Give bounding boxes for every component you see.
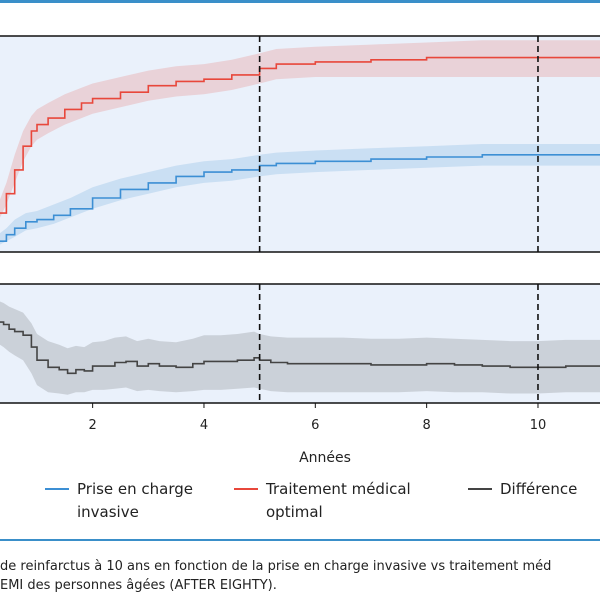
panel-bottom-background (0, 283, 600, 404)
legend-item-invasive: Prise en charge invasive (45, 480, 193, 521)
legend-label: Traitement médical (265, 480, 411, 498)
top-rule (0, 0, 600, 3)
legend-item-medical: Traitement médical optimal (234, 480, 411, 521)
difference-series-line (0, 321, 600, 375)
x-tick-label: 8 (423, 418, 431, 433)
legend-item-difference: Différence (468, 480, 577, 498)
panel-top-background (0, 35, 600, 253)
panel-top (0, 35, 600, 253)
legend: Prise en charge invasive Traitement médica… (45, 480, 577, 521)
medical-series-line (0, 56, 600, 214)
legend-label: Différence (500, 480, 577, 498)
x-tick-label: 4 (200, 418, 208, 433)
difference-confidence-band (0, 301, 600, 395)
legend-label: optimal (266, 503, 323, 521)
panel-bottom (0, 283, 600, 404)
x-tick-label: 10 (530, 418, 547, 433)
x-axis: 2 4 6 8 10 (88, 403, 546, 433)
caption-line-2: EMI des personnes âgées (AFTER EIGHTY). (0, 578, 277, 593)
chart-panels (0, 35, 600, 404)
x-axis-title: Années (299, 450, 351, 466)
x-tick-label: 2 (88, 418, 96, 433)
caption-line-1: de reinfarctus à 10 ans en fonction de l… (0, 559, 552, 574)
legend-label: Prise en charge (77, 480, 193, 498)
chart: 2 4 6 8 10 Années Prise en charge invasive Tra… (0, 35, 600, 521)
legend-label: invasive (77, 503, 139, 521)
caption-rule (0, 539, 600, 541)
medical-confidence-band (0, 40, 600, 218)
x-tick-label: 6 (311, 418, 319, 433)
invasive-series-line (0, 154, 600, 242)
